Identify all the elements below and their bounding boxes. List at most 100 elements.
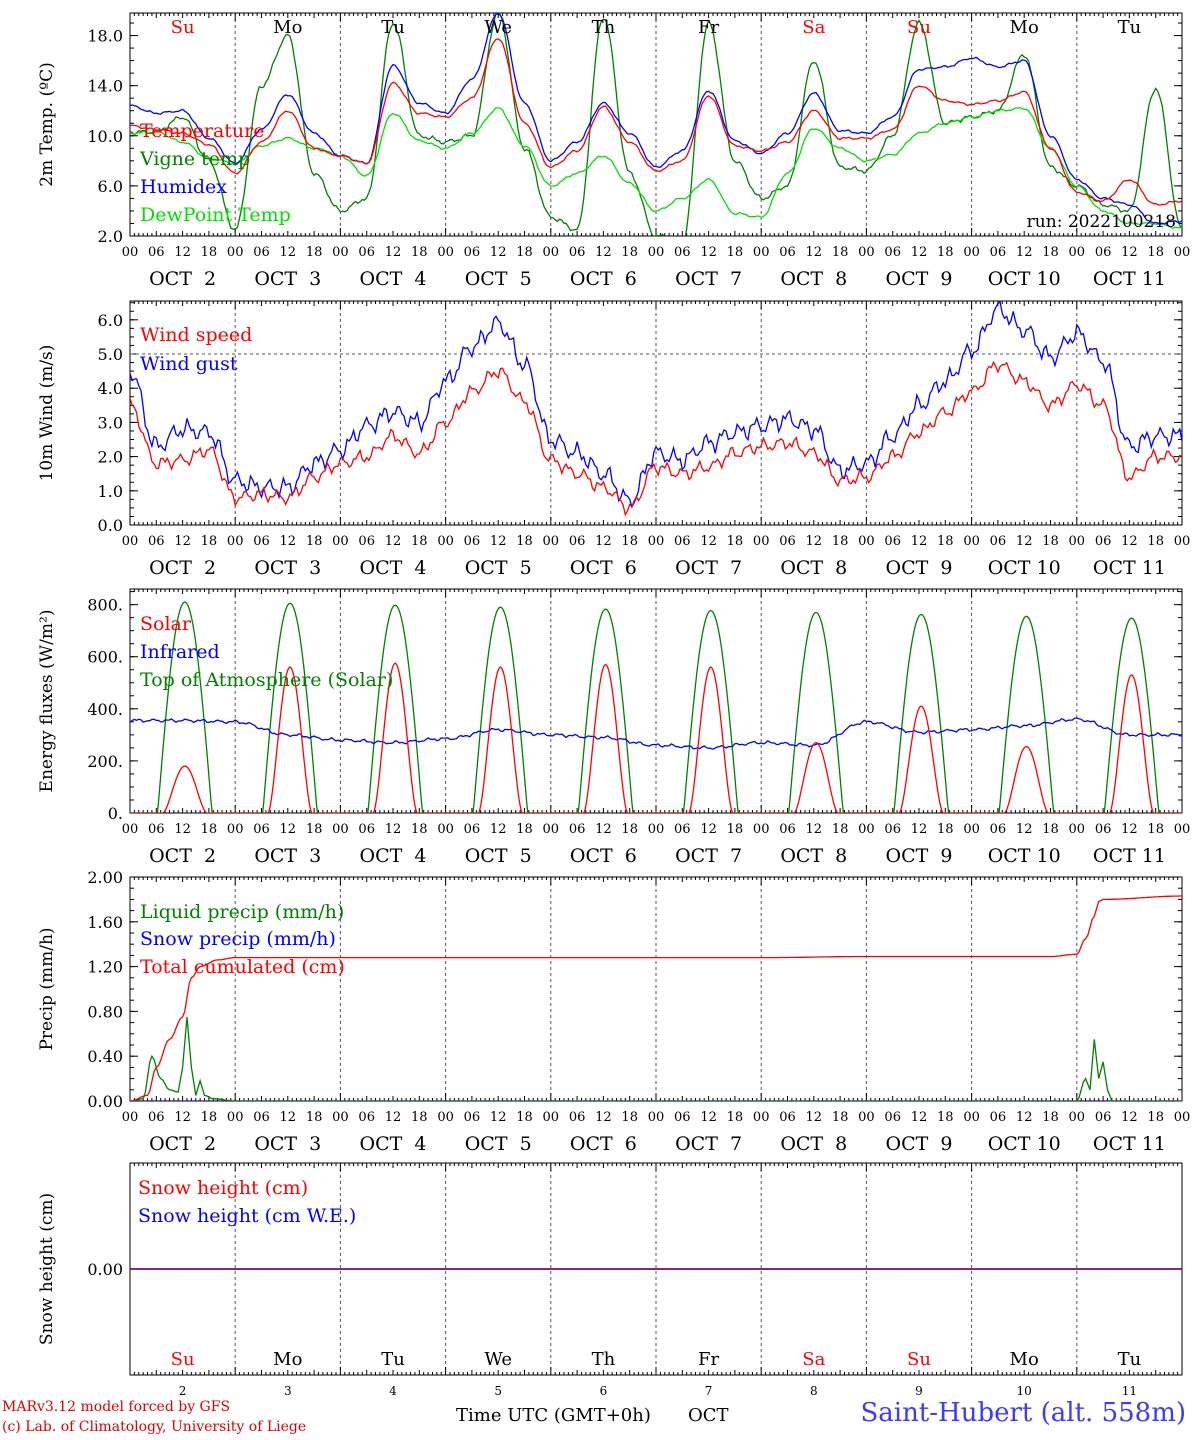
hour-tick-label: 12 bbox=[1121, 245, 1138, 260]
hour-tick-label: 06 bbox=[253, 1110, 270, 1125]
day-label: OCT 8 bbox=[780, 557, 847, 579]
day-label: OCT 6 bbox=[570, 1133, 637, 1155]
hour-tick-label: 00 bbox=[332, 245, 349, 260]
hour-tick-label: 06 bbox=[148, 822, 165, 837]
panel-wind: 0.0 1.0 2.0 3.0 4.0 5.0 6.0 10m Wind (m/s) Wind … bbox=[37, 300, 1190, 579]
weekday-label: Mo bbox=[1010, 1349, 1039, 1370]
hour-tick-label: 06 bbox=[674, 1110, 691, 1125]
hour-tick-label: 18 bbox=[621, 822, 638, 837]
y-axis-label: Precip (mm/h) bbox=[37, 927, 57, 1050]
hour-tick-label: 12 bbox=[700, 1110, 717, 1125]
hour-tick-label: 12 bbox=[911, 1110, 928, 1125]
hour-tick-label: 18 bbox=[306, 245, 323, 260]
hour-tick-label: 18 bbox=[1042, 1110, 1059, 1125]
hour-tick-label: 12 bbox=[174, 1110, 191, 1125]
day-label: OCT 5 bbox=[465, 268, 532, 290]
hour-tick-label: 00 bbox=[437, 245, 454, 260]
day-label: OCT 2 bbox=[149, 268, 216, 290]
hour-tick-label: 12 bbox=[174, 822, 191, 837]
hour-tick-label: 18 bbox=[306, 822, 323, 837]
day-label: OCT 11 bbox=[1093, 1133, 1166, 1155]
hour-tick-label: 00 bbox=[858, 1110, 875, 1125]
day-number-label: 7 bbox=[705, 1384, 713, 1398]
weekday-label: Tu bbox=[1118, 17, 1142, 38]
weekday-label: Th bbox=[592, 17, 616, 38]
day-label: OCT 4 bbox=[360, 1133, 427, 1155]
credit-lab: (c) Lab. of Climatology, University of L… bbox=[2, 1419, 307, 1435]
hour-tick-label: 06 bbox=[1095, 534, 1112, 549]
hour-tick-label: 06 bbox=[253, 534, 270, 549]
hour-tick-label: 06 bbox=[1095, 822, 1112, 837]
weekday-label: Tu bbox=[1118, 1349, 1142, 1370]
hour-tick-label: 00 bbox=[122, 822, 139, 837]
day-label: OCT 10 bbox=[988, 845, 1061, 867]
day-label: OCT 7 bbox=[675, 268, 742, 290]
weekday-label: Tu bbox=[381, 17, 405, 38]
day-label: OCT 10 bbox=[988, 268, 1061, 290]
y-tick-label: 1.20 bbox=[87, 958, 123, 977]
hour-tick-label: 06 bbox=[148, 1110, 165, 1125]
hour-tick-label: 00 bbox=[648, 534, 665, 549]
hour-tick-label: 00 bbox=[122, 245, 139, 260]
hour-tick-label: 00 bbox=[858, 534, 875, 549]
hour-tick-label: 00 bbox=[227, 245, 244, 260]
hour-tick-label: 18 bbox=[621, 245, 638, 260]
hour-tick-label: 18 bbox=[832, 534, 849, 549]
day-label: OCT 4 bbox=[360, 268, 427, 290]
hour-tick-label: 06 bbox=[464, 1110, 481, 1125]
hour-tick-label: 12 bbox=[806, 245, 823, 260]
y-tick-label: 600. bbox=[87, 648, 123, 667]
weekday-label: Su bbox=[907, 17, 931, 38]
y-tick-label: 0.00 bbox=[87, 1092, 123, 1111]
hour-tick-label: 00 bbox=[437, 534, 454, 549]
series-line-dewpoint-temp bbox=[130, 107, 1182, 229]
hour-tick-label: 18 bbox=[201, 822, 218, 837]
hour-tick-label: 00 bbox=[227, 534, 244, 549]
weekday-label: Su bbox=[171, 1349, 195, 1370]
legend-entry: Liquid precip (mm/h) bbox=[140, 901, 344, 923]
legend-entry: Snow precip (mm/h) bbox=[140, 928, 336, 950]
hour-tick-label: 00 bbox=[332, 822, 349, 837]
hour-tick-label: 12 bbox=[1016, 245, 1033, 260]
day-label: OCT 4 bbox=[360, 845, 427, 867]
panel-energy: 0. 200. 400. 600. 800. Energy fluxes (W/m²) So… bbox=[37, 588, 1190, 867]
hour-tick-label: 06 bbox=[569, 822, 586, 837]
day-label: OCT 3 bbox=[254, 1133, 321, 1155]
weekday-label: Mo bbox=[273, 17, 302, 38]
hour-tick-label: 00 bbox=[543, 822, 560, 837]
hour-tick-label: 18 bbox=[1147, 822, 1164, 837]
day-label: OCT 11 bbox=[1093, 268, 1166, 290]
hour-tick-label: 18 bbox=[411, 245, 428, 260]
hour-tick-label: 06 bbox=[358, 534, 375, 549]
hour-tick-label: 12 bbox=[595, 1110, 612, 1125]
hour-tick-label: 18 bbox=[411, 1110, 428, 1125]
hour-tick-label: 12 bbox=[280, 245, 297, 260]
hour-tick-label: 12 bbox=[1016, 822, 1033, 837]
day-label: OCT 9 bbox=[886, 268, 953, 290]
y-tick-label: 14.0 bbox=[87, 77, 123, 96]
day-label: OCT 3 bbox=[254, 557, 321, 579]
weekday-label: Su bbox=[907, 1349, 931, 1370]
hour-tick-label: 18 bbox=[411, 534, 428, 549]
hour-tick-label: 06 bbox=[884, 1110, 901, 1125]
series-group bbox=[130, 301, 1182, 517]
legend-entry: Total cumulated (cm) bbox=[140, 956, 345, 978]
day-label: OCT 8 bbox=[780, 1133, 847, 1155]
hour-tick-label: 12 bbox=[385, 822, 402, 837]
day-label: OCT 7 bbox=[675, 1133, 742, 1155]
panel-temp: 2.0 6.0 10.0 14.0 18.0 2m Temp. (ºC) Temperatu… bbox=[37, 12, 1190, 290]
hour-tick-label: 00 bbox=[1069, 534, 1086, 549]
hour-tick-label: 18 bbox=[306, 534, 323, 549]
day-label: OCT 9 bbox=[886, 557, 953, 579]
day-number-label: 6 bbox=[600, 1384, 608, 1398]
y-tick-label: 2.00 bbox=[87, 868, 123, 887]
hour-tick-label: 00 bbox=[858, 245, 875, 260]
panel-precip: 0.00 0.40 0.80 1.20 1.60 2.00 Precip (mm/h) Liq… bbox=[37, 868, 1190, 1155]
series-group bbox=[130, 601, 1182, 813]
hour-tick-label: 00 bbox=[332, 1110, 349, 1125]
y-tick-label: 1.0 bbox=[98, 482, 123, 501]
hour-tick-label: 18 bbox=[937, 822, 954, 837]
hour-tick-label: 18 bbox=[937, 245, 954, 260]
hour-tick-label: 18 bbox=[1042, 534, 1059, 549]
hour-tick-label: 12 bbox=[174, 534, 191, 549]
